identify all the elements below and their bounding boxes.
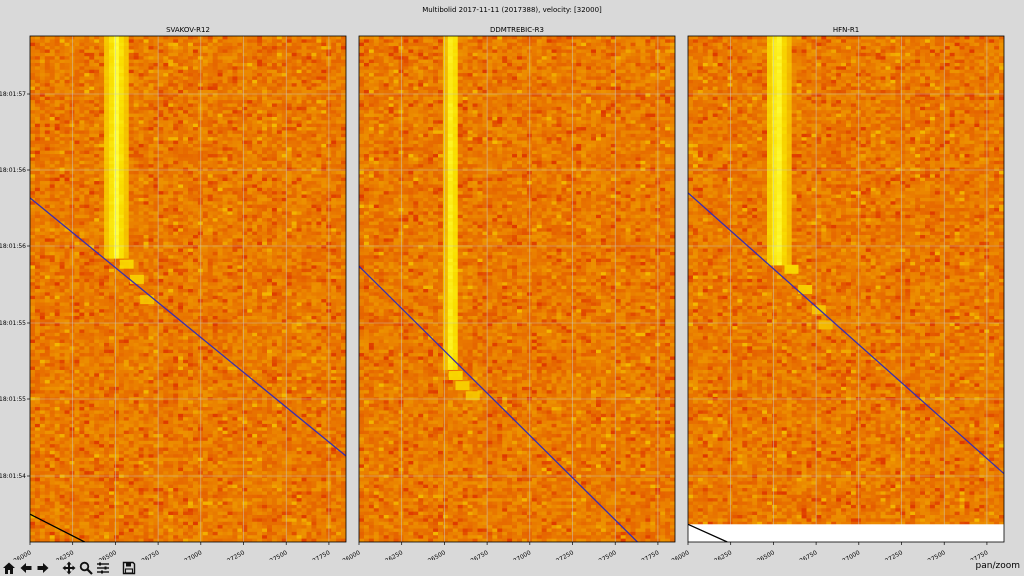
subplot-title: HFN-R1 — [833, 26, 859, 34]
fit-line — [359, 265, 638, 542]
secondary-line — [688, 523, 728, 542]
heatmap-cells — [359, 36, 675, 542]
sliders-icon — [97, 562, 109, 574]
echo-tail-cell — [140, 295, 155, 305]
save-button[interactable] — [121, 560, 137, 576]
axes-frame — [358, 35, 676, 543]
arrow-right-icon — [37, 563, 49, 573]
echo-tail-cell — [798, 285, 813, 294]
magnifier-icon — [79, 561, 93, 575]
heatmap-cells — [688, 36, 1004, 542]
echo-tail-cell — [129, 274, 144, 284]
forward-button[interactable] — [35, 560, 51, 576]
pan-button[interactable] — [61, 560, 77, 576]
move-icon — [62, 561, 76, 575]
y-tick-label: 18:01:57 — [0, 91, 26, 98]
home-icon — [3, 562, 15, 574]
fit-line — [30, 197, 346, 457]
echo-tail-cell — [455, 381, 470, 391]
subplot-title: DDMTREBIC-R3 — [490, 26, 544, 34]
arrow-left-icon — [20, 563, 32, 573]
secondary-line — [30, 513, 85, 542]
zoom-button[interactable] — [78, 560, 94, 576]
echo-tail-cell — [448, 371, 463, 381]
y-tick-label: 18:01:56 — [0, 167, 26, 174]
subplot-title: SVAKOV-R12 — [166, 26, 210, 34]
y-tick-label: 18:01:54 — [0, 473, 26, 480]
home-button[interactable] — [1, 560, 17, 576]
echo-tail-cell — [465, 391, 480, 401]
y-tick-label: 18:01:55 — [0, 320, 26, 327]
navigation-toolbar: pan/zoom — [0, 560, 1024, 576]
no-data-band — [688, 524, 1004, 542]
fit-line — [688, 192, 1004, 475]
back-button[interactable] — [18, 560, 34, 576]
heatmap-cells — [30, 36, 346, 542]
echo-tail-cell — [784, 264, 799, 274]
axes-frame — [687, 35, 1005, 543]
figure-suptitle: Multibolid 2017-11-11 (2017388), velocit… — [422, 6, 602, 14]
y-tick-label: 18:01:56 — [0, 243, 26, 250]
floppy-icon — [122, 561, 136, 575]
configure-subplots-button[interactable] — [95, 560, 111, 576]
toolbar-mode-label: pan/zoom — [976, 561, 1020, 571]
y-tick-label: 18:01:55 — [0, 396, 26, 403]
echo-tail-cell — [119, 259, 134, 269]
axes-frame — [29, 35, 347, 543]
echo-tail-cell — [818, 320, 833, 330]
